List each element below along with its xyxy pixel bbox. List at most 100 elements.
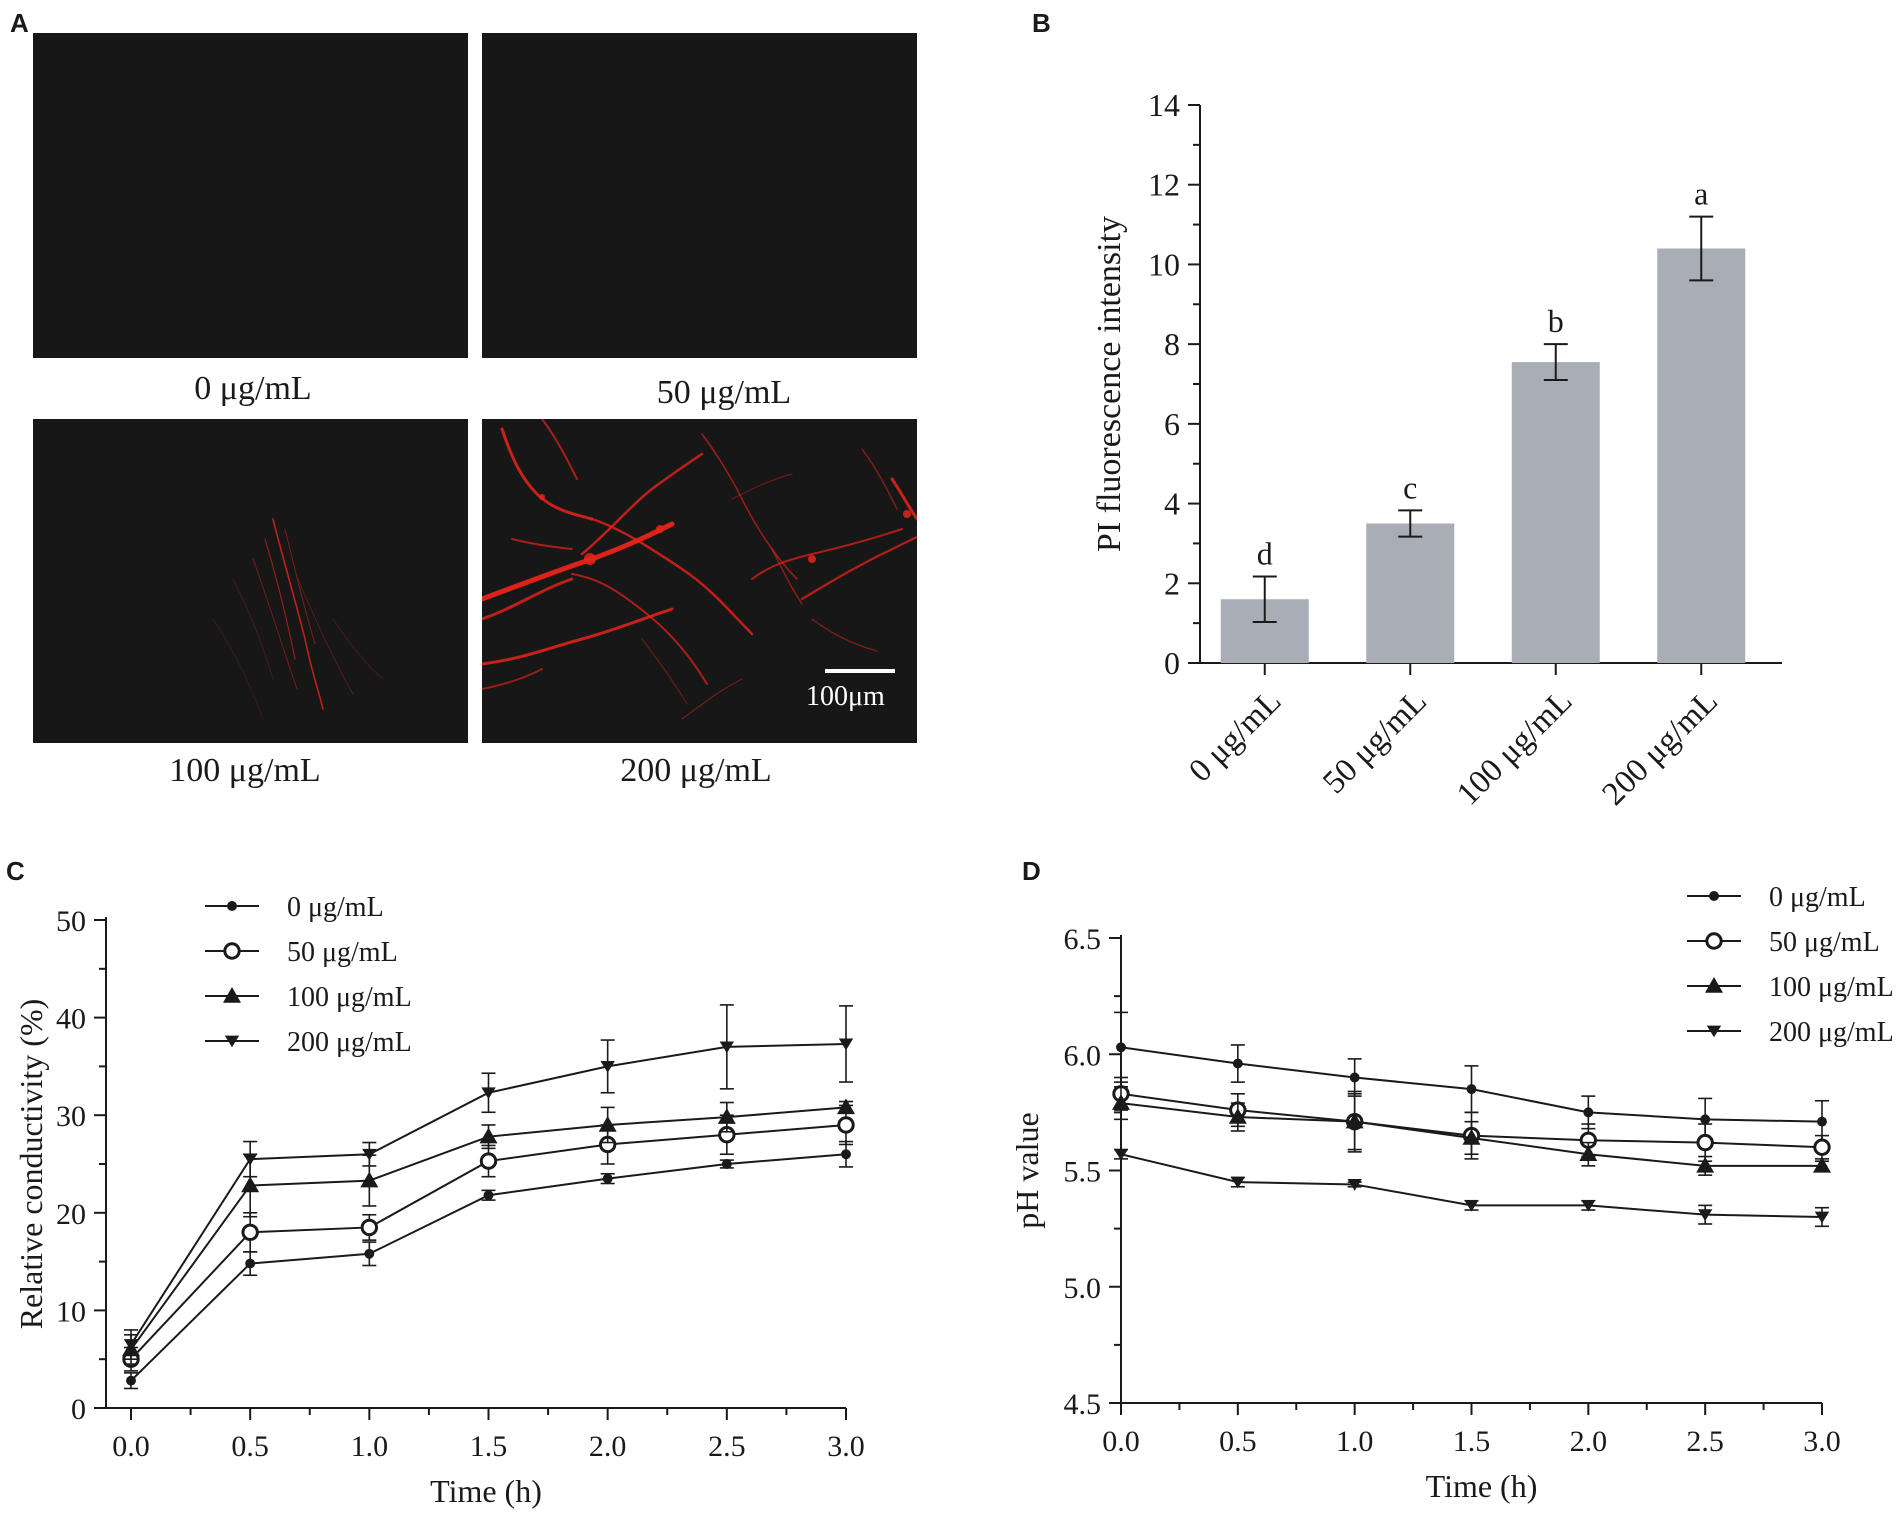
marker-triangle-up [1345, 1112, 1364, 1129]
marker-open-circle [479, 1152, 498, 1170]
marker-triangle-down [1113, 1148, 1129, 1161]
marker-triangle-up [223, 987, 241, 1003]
xtick-label: 1.5 [470, 1430, 508, 1463]
chart-b-ytick-label: 6 [1164, 406, 1180, 442]
micrograph-50 [482, 33, 917, 358]
chart-b-bar [1511, 362, 1600, 663]
legend-label: 0 μg/mL [1769, 882, 1866, 913]
marker-open-circle [1705, 932, 1723, 950]
chart-b-significance-letter: d [1257, 536, 1273, 572]
xtick-label: 2.0 [1570, 1425, 1608, 1458]
series-line [130, 1153, 847, 1382]
marker-triangle-down [1347, 1179, 1362, 1191]
x-axis-label: Time (h) [430, 1473, 542, 1509]
ytick-label: 40 [56, 1003, 86, 1036]
micrograph-label-200: 200 μg/mL [620, 752, 772, 789]
marker-open-circle [1696, 1133, 1714, 1152]
chart-b-ytick-label: 10 [1148, 246, 1180, 282]
ytick-label: 6.0 [1064, 1039, 1102, 1072]
xtick-label: 2.0 [589, 1430, 627, 1463]
marker-dot [1817, 1116, 1827, 1127]
marker-triangle-up [1228, 1108, 1247, 1124]
marker-triangle-down [1706, 1025, 1722, 1038]
legend-label: 200 μg/mL [287, 1027, 412, 1058]
marker-open-circle [241, 1223, 259, 1242]
panel-letter-a: A [10, 8, 29, 38]
ytick-label: 0 [71, 1393, 86, 1426]
marker-triangle-up [1462, 1128, 1481, 1145]
xtick-label: 3.0 [1803, 1425, 1841, 1458]
legend-label: 100 μg/mL [287, 982, 412, 1013]
marker-triangle-up [479, 1127, 498, 1144]
legend-label: 100 μg/mL [1769, 972, 1894, 1003]
marker-triangle-up [717, 1108, 736, 1124]
chart-b-xtick-label: 100 μg/mL [1450, 683, 1579, 812]
series-dot [1114, 1011, 1829, 1144]
marker-triangle-up [1813, 1156, 1831, 1173]
chart-b-significance-letter: a [1694, 176, 1708, 212]
marker-dot [602, 1173, 613, 1184]
marker-triangle-down [719, 1041, 735, 1054]
marker-triangle-up [1112, 1094, 1130, 1110]
marker-triangle-up [360, 1171, 379, 1188]
marker-dot [364, 1248, 375, 1259]
chart-b-ytick-label: 8 [1164, 326, 1180, 362]
xtick-label: 1.0 [1336, 1425, 1374, 1458]
chart-b-significance-letter: c [1403, 469, 1417, 505]
marker-dot [1349, 1072, 1360, 1083]
marker-dot [1116, 1042, 1126, 1053]
marker-triangle-up [241, 1176, 260, 1193]
marker-dot [1232, 1058, 1243, 1069]
marker-open-circle [837, 1116, 855, 1134]
marker-triangle-up [1696, 1156, 1715, 1173]
marker-dot [1700, 1114, 1711, 1125]
marker-triangle-down [224, 1035, 240, 1048]
panel-letter-d: D [1022, 856, 1041, 886]
marker-triangle-down [1814, 1211, 1830, 1224]
scale-bar [825, 669, 895, 673]
ytick-label: 5.0 [1064, 1272, 1102, 1305]
strong-fluorescence-image [482, 419, 917, 720]
scale-bar-label: 100μm [806, 681, 885, 712]
marker-triangle-up [1579, 1145, 1598, 1161]
micrograph-label-0: 0 μg/mL [194, 370, 312, 407]
panel-letter-b: B [1032, 8, 1051, 38]
marker-triangle-down [1464, 1199, 1479, 1212]
xtick-label: 2.5 [1686, 1425, 1724, 1458]
ytick-label: 50 [56, 905, 86, 938]
x-axis-label: Time (h) [1426, 1468, 1538, 1504]
marker-triangle-down [1581, 1199, 1596, 1212]
marker-dot [841, 1149, 851, 1160]
micrograph-label-50: 50 μg/mL [656, 374, 792, 411]
chart-b-ytick-label: 14 [1148, 87, 1180, 123]
marker-triangle-down [242, 1153, 258, 1166]
xtick-label: 3.0 [827, 1430, 865, 1463]
series-triangle-down [1113, 1148, 1830, 1228]
marker-triangle-up [598, 1115, 617, 1132]
weak-fluorescence-image [212, 518, 384, 720]
marker-dot [1709, 891, 1719, 901]
xtick-label: 1.0 [351, 1430, 389, 1463]
series-triangle-up [1112, 1086, 1831, 1176]
marker-dot [1466, 1084, 1477, 1095]
marker-dot [1583, 1107, 1594, 1118]
y-axis-label: Relative conductivity (%) [13, 999, 49, 1330]
marker-triangle-down [838, 1038, 854, 1051]
legend-label: 50 μg/mL [1769, 927, 1880, 958]
chart-b-ylabel: PI fluorescence intensity [1091, 216, 1128, 552]
xtick-label: 2.5 [708, 1430, 746, 1463]
marker-open-circle [223, 942, 241, 960]
legend-label: 0 μg/mL [287, 892, 384, 923]
xtick-label: 0.5 [231, 1430, 269, 1463]
series-dot [124, 1140, 853, 1390]
xtick-label: 0.0 [112, 1430, 150, 1463]
marker-dot [721, 1159, 732, 1169]
xtick-label: 0.0 [1102, 1425, 1140, 1458]
y-axis-label: pH value [1009, 1112, 1045, 1228]
bar-chart-pi: PI fluorescence intensity 0 2 4 6 8 10 12 14 d 0 … [1091, 87, 1782, 813]
chart-b-xtick-label: 0 μg/mL [1182, 683, 1288, 789]
chart-b-bar [1366, 523, 1455, 663]
xtick-label: 0.5 [1219, 1425, 1257, 1458]
panel-letter-c: C [6, 856, 25, 886]
ytick-label: 4.5 [1064, 1388, 1102, 1421]
